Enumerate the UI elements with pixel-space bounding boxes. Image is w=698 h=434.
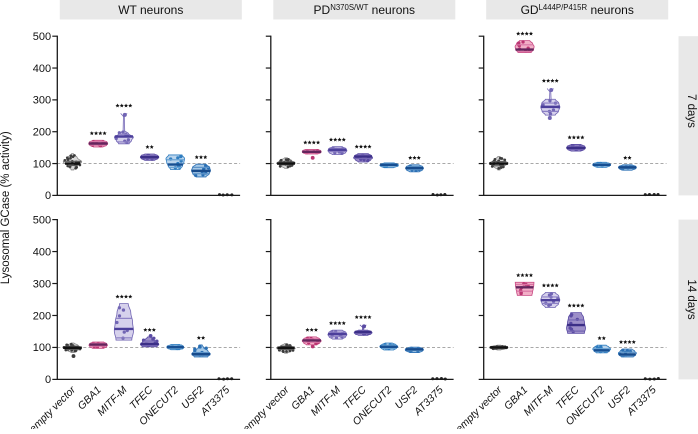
svg-text:500: 500 [33,214,51,226]
svg-text:0: 0 [45,374,51,386]
svg-text:400: 400 [33,63,51,75]
svg-text:200: 200 [33,310,51,322]
svg-text:300: 300 [33,95,51,107]
svg-text:0: 0 [45,190,51,202]
svg-text:200: 200 [33,127,51,139]
svg-text:WT neurons: WT neurons [118,3,183,17]
svg-text:400: 400 [33,246,51,258]
svg-text:500: 500 [33,31,51,43]
svg-text:300: 300 [33,278,51,290]
svg-text:7 days: 7 days [685,94,697,128]
svg-text:100: 100 [33,158,51,170]
svg-text:Lysosomal GCase (% activity): Lysosomal GCase (% activity) [0,131,12,284]
svg-text:14 days: 14 days [685,279,697,320]
svg-text:100: 100 [33,342,51,354]
